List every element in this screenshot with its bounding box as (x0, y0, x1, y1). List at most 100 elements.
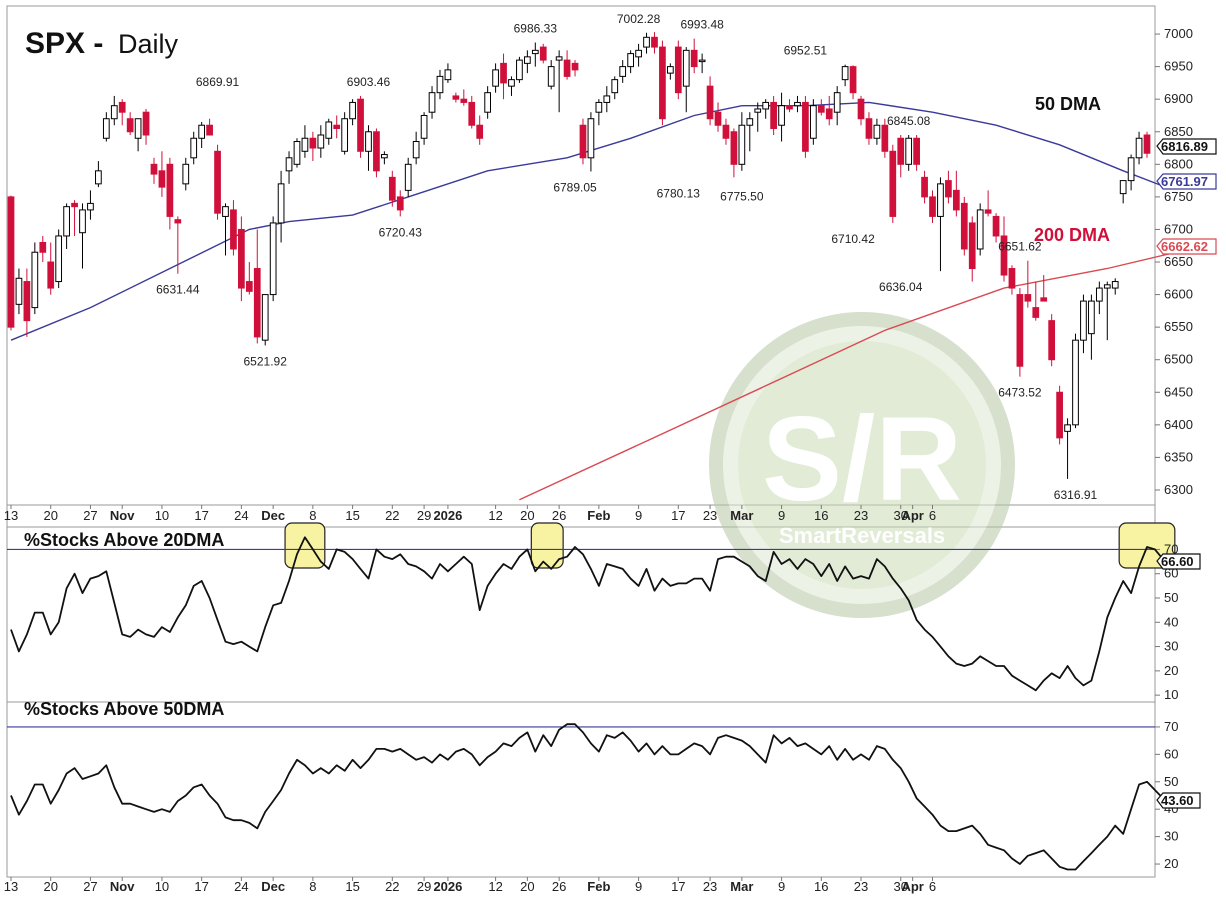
candle-body (746, 118, 754, 126)
candle-body (126, 118, 134, 133)
ind50-y-tick-label: 30 (1164, 829, 1178, 844)
candle (150, 157, 158, 184)
candle (905, 135, 913, 171)
candle-body (857, 98, 865, 120)
price-y-axis: 6300 6350 6400 6450 6500 6550 6600 6650 6700 6750… (1155, 26, 1193, 497)
highlight-box (530, 522, 564, 569)
candle-body (357, 98, 364, 152)
candle-body (174, 219, 182, 224)
candle-body (269, 222, 277, 296)
candle (531, 42, 539, 67)
ind50-title: %Stocks Above 50DMA (24, 699, 224, 719)
candle-body (396, 196, 404, 211)
last-close-value: 6816.89 (1161, 139, 1208, 154)
candle (39, 235, 47, 263)
candle-body (436, 75, 444, 94)
candle-body (730, 131, 738, 165)
candle (198, 121, 206, 149)
candle-body (571, 62, 579, 71)
candle-body (1008, 268, 1016, 289)
candle (484, 86, 492, 119)
candle-body (317, 134, 325, 149)
candle (960, 196, 968, 256)
x-tick-label: 22 (385, 879, 399, 894)
x-tick-label: 23 (703, 879, 717, 894)
candle-body (23, 281, 31, 322)
candle (770, 95, 777, 136)
candle-body (1080, 300, 1087, 341)
price-annotation: 7002.28 (617, 12, 661, 26)
x-tick-label: 9 (635, 508, 642, 523)
candle (341, 112, 349, 155)
price-annotation: 6869.91 (196, 75, 240, 89)
candle-body (802, 101, 809, 152)
candle (516, 56, 523, 83)
x-tick-label: Feb (587, 879, 610, 894)
ind20-y-tick-label: 20 (1164, 663, 1178, 678)
candle-body (404, 163, 412, 191)
ind20-y-tick-label: 10 (1164, 687, 1178, 702)
candle (365, 125, 372, 171)
candle-body (905, 137, 913, 165)
x-tick-label: 17 (194, 879, 208, 894)
ind20-value-box: 66.60 (1156, 553, 1201, 570)
candle-body (682, 49, 690, 87)
x-tick-label: 30 (893, 879, 907, 894)
ma50-label: 50 DMA (1035, 94, 1101, 114)
x-tick-label: 8 (309, 879, 316, 894)
price-annotation: 6651.62 (998, 240, 1042, 254)
candle-body (293, 141, 301, 165)
candle (333, 115, 341, 139)
ind20-y-tick-label: 70 (1164, 541, 1178, 556)
watermark-subtext: SmartReversals (779, 523, 945, 548)
x-tick-label: 15 (345, 879, 359, 894)
candle (937, 177, 944, 272)
candle (23, 268, 31, 337)
candle-body (563, 59, 571, 77)
price-annotation: 6720.43 (379, 225, 423, 239)
candle-body (833, 92, 841, 113)
candle (317, 125, 325, 158)
candle-body (484, 92, 492, 113)
candle-body (945, 180, 952, 198)
x-tick-label: 26 (552, 879, 566, 894)
candle (674, 40, 682, 100)
candle (762, 99, 770, 119)
candle (269, 216, 277, 302)
candle (508, 76, 515, 96)
candle-body (87, 202, 94, 211)
ind20-y-tick-label: 30 (1164, 639, 1178, 654)
candle (635, 43, 642, 67)
price-y-tick-label: 7000 (1164, 26, 1193, 41)
candle-body (1040, 297, 1048, 302)
candle (706, 76, 714, 126)
candle-body (929, 196, 936, 217)
candle (500, 53, 507, 100)
candle-body (1088, 300, 1095, 335)
x-tick-label: 23 (854, 508, 868, 523)
candle (547, 60, 555, 90)
candle (214, 144, 221, 220)
candle (325, 118, 333, 145)
candle-body (579, 124, 587, 159)
candle (63, 203, 70, 249)
x-tick-label: Mar (730, 879, 753, 894)
x-tick-label: 17 (671, 879, 685, 894)
candle-body (698, 59, 706, 63)
candle-body (627, 53, 634, 68)
candle (1008, 265, 1016, 295)
candle-body (841, 66, 849, 81)
ind50-y-tick-label: 20 (1164, 856, 1178, 871)
candle (95, 161, 102, 188)
candle (110, 95, 118, 126)
candle-body (516, 59, 523, 81)
x-tick-label: Dec (261, 508, 285, 523)
candle-body (102, 118, 110, 139)
candle (460, 89, 468, 106)
x-tick-label: 27 (83, 879, 97, 894)
candle-body (635, 49, 642, 58)
candle-body (1024, 294, 1032, 302)
x-tick-label: Apr (901, 879, 923, 894)
